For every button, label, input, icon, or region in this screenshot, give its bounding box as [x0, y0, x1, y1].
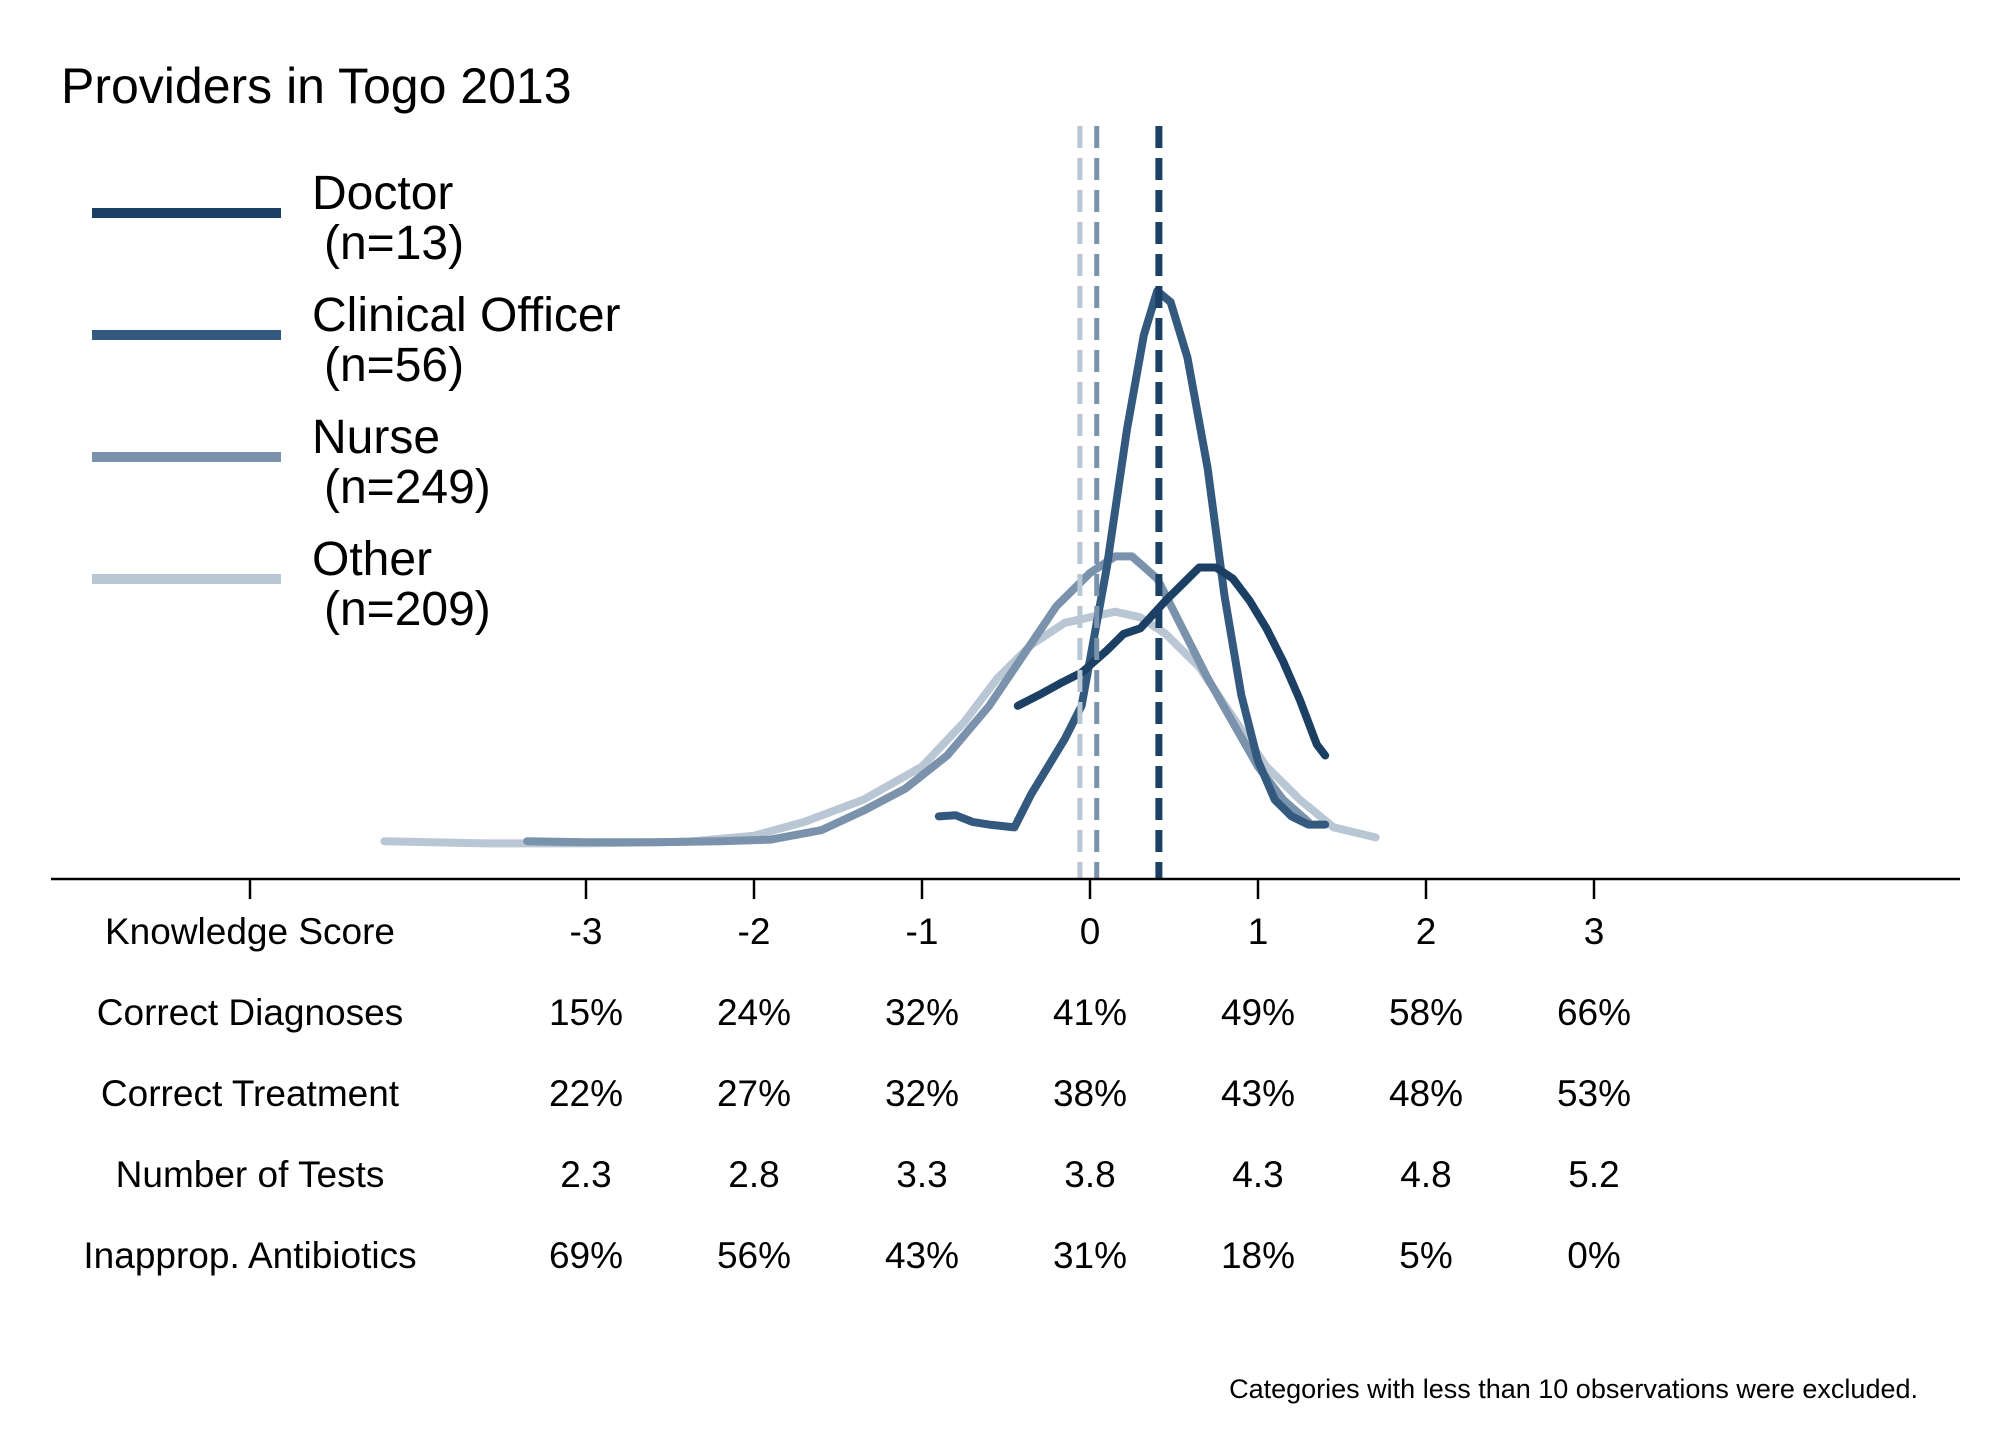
table-cell: 4.8 [1400, 1154, 1451, 1195]
knowledge-table: Knowledge Score -3 -2 -1 0 1 2 3 Correct Diagnos… [83, 911, 1631, 1276]
table-row-label: Number of Tests [116, 1154, 385, 1195]
table-cell: 4.3 [1232, 1154, 1283, 1195]
table-cell: 3.8 [1064, 1154, 1115, 1195]
table-cell: 66% [1557, 992, 1631, 1033]
x-axis-ticks [248, 879, 1596, 899]
legend-count: (n=13) [324, 217, 464, 270]
legend-count: (n=56) [324, 339, 464, 392]
table-cell: -3 [570, 911, 603, 952]
table-cell: 32% [885, 992, 959, 1033]
legend-label: Clinical Officer [312, 289, 621, 342]
table-cell: 2 [1416, 911, 1437, 952]
table-cell: 5.2 [1568, 1154, 1619, 1195]
table-cell: 43% [885, 1235, 959, 1276]
legend-count: (n=209) [324, 583, 491, 636]
table-cell: 27% [717, 1073, 791, 1114]
table-row-label: Inapprop. Antibiotics [83, 1235, 416, 1276]
table-cell: 38% [1053, 1073, 1127, 1114]
mean-lines [1077, 126, 1163, 879]
table-cell: 0 [1080, 911, 1101, 952]
table-cell: 41% [1053, 992, 1127, 1033]
footnote: Categories with less than 10 observation… [1229, 1374, 1918, 1404]
table-cell: 0% [1567, 1235, 1620, 1276]
table-cell: 5% [1399, 1235, 1452, 1276]
table-cell: 18% [1221, 1235, 1295, 1276]
density-lines [380, 287, 1380, 848]
table-cell: 53% [1557, 1073, 1631, 1114]
chart-title: Providers in Togo 2013 [61, 58, 572, 114]
table-cell: 2.3 [560, 1154, 611, 1195]
table-cell: 22% [549, 1073, 623, 1114]
legend-label: Nurse [312, 411, 440, 464]
table-cell: 58% [1389, 992, 1463, 1033]
table-cell: 69% [549, 1235, 623, 1276]
series-line-other [380, 607, 1380, 848]
table-cell: 24% [717, 992, 791, 1033]
legend-label: Other [312, 533, 432, 586]
table-cell: 32% [885, 1073, 959, 1114]
series-line-clinical-officer [934, 287, 1330, 832]
series-line-nurse [523, 552, 1313, 847]
table-row-label: Correct Treatment [101, 1073, 400, 1114]
table-cell: 15% [549, 992, 623, 1033]
table-cell: 31% [1053, 1235, 1127, 1276]
legend: Doctor(n=13)Clinical Officer(n=56)Nurse(… [92, 167, 621, 636]
table-cell: 56% [717, 1235, 791, 1276]
table-cell: -1 [906, 911, 939, 952]
table-cell: -2 [738, 911, 771, 952]
table-cell: 1 [1248, 911, 1269, 952]
table-cell: 48% [1389, 1073, 1463, 1114]
table-cell: 3 [1584, 911, 1605, 952]
table-cell: 43% [1221, 1073, 1295, 1114]
table-row-label: Knowledge Score [105, 911, 395, 952]
table-cell: 2.8 [728, 1154, 779, 1195]
legend-label: Doctor [312, 167, 453, 220]
legend-count: (n=249) [324, 461, 491, 514]
table-cell: 49% [1221, 992, 1295, 1033]
table-row-label: Correct Diagnoses [97, 992, 403, 1033]
table-cell: 3.3 [896, 1154, 947, 1195]
